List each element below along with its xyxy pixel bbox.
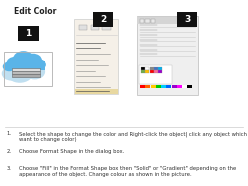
Circle shape: [6, 57, 25, 71]
FancyBboxPatch shape: [145, 85, 150, 88]
FancyBboxPatch shape: [140, 19, 144, 23]
FancyBboxPatch shape: [187, 85, 192, 88]
FancyBboxPatch shape: [145, 19, 150, 23]
FancyBboxPatch shape: [145, 70, 149, 73]
FancyBboxPatch shape: [150, 67, 154, 70]
FancyBboxPatch shape: [156, 85, 161, 88]
FancyBboxPatch shape: [182, 85, 187, 88]
Text: 3: 3: [184, 15, 190, 24]
Text: 1.: 1.: [6, 131, 11, 136]
FancyBboxPatch shape: [79, 25, 87, 30]
Text: Choose "Fill" in the Format Shape box then "Solid" or "Gradient" depending on th: Choose "Fill" in the Format Shape box th…: [19, 166, 236, 177]
FancyBboxPatch shape: [91, 25, 99, 30]
FancyBboxPatch shape: [93, 12, 113, 27]
FancyBboxPatch shape: [177, 12, 197, 27]
FancyBboxPatch shape: [151, 19, 155, 23]
FancyBboxPatch shape: [151, 85, 155, 88]
Circle shape: [24, 54, 42, 67]
FancyBboxPatch shape: [102, 25, 111, 30]
FancyBboxPatch shape: [75, 89, 118, 94]
FancyBboxPatch shape: [74, 19, 118, 94]
FancyBboxPatch shape: [141, 70, 145, 73]
Text: 2.: 2.: [6, 149, 11, 154]
FancyBboxPatch shape: [145, 67, 149, 70]
FancyBboxPatch shape: [177, 85, 182, 88]
Text: Choose Format Shape in the dialog box.: Choose Format Shape in the dialog box.: [19, 149, 124, 154]
Circle shape: [2, 66, 21, 81]
FancyBboxPatch shape: [140, 85, 145, 88]
Text: 2: 2: [100, 15, 106, 24]
Circle shape: [3, 62, 16, 71]
FancyBboxPatch shape: [158, 70, 162, 73]
FancyBboxPatch shape: [158, 67, 162, 70]
FancyBboxPatch shape: [161, 85, 166, 88]
Circle shape: [15, 60, 40, 79]
Text: 1: 1: [25, 29, 32, 39]
FancyBboxPatch shape: [154, 67, 158, 70]
FancyBboxPatch shape: [137, 16, 198, 95]
FancyBboxPatch shape: [7, 61, 45, 70]
FancyBboxPatch shape: [172, 85, 177, 88]
FancyBboxPatch shape: [139, 65, 172, 84]
FancyBboxPatch shape: [19, 26, 39, 41]
FancyBboxPatch shape: [12, 74, 40, 77]
Circle shape: [24, 64, 45, 79]
FancyBboxPatch shape: [12, 68, 40, 71]
Text: Select the shape to change the color and Right-click the object| click any objec: Select the shape to change the color and…: [19, 131, 248, 142]
Circle shape: [6, 62, 33, 83]
FancyBboxPatch shape: [154, 70, 158, 73]
FancyBboxPatch shape: [141, 67, 145, 70]
FancyBboxPatch shape: [166, 85, 171, 88]
Circle shape: [13, 51, 34, 67]
FancyBboxPatch shape: [150, 70, 154, 73]
Text: Edit Color: Edit Color: [14, 7, 56, 15]
FancyBboxPatch shape: [12, 71, 40, 74]
Text: 3.: 3.: [6, 166, 11, 171]
FancyBboxPatch shape: [137, 17, 197, 24]
Circle shape: [32, 59, 46, 70]
